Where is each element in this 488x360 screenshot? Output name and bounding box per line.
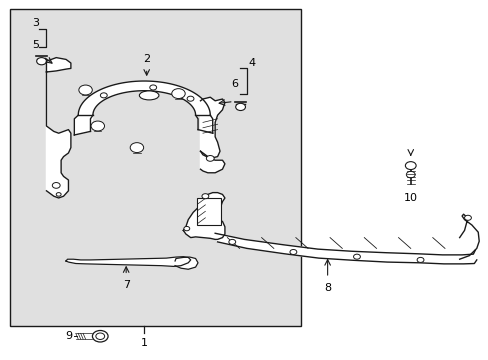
- Text: 7: 7: [122, 280, 129, 290]
- Polygon shape: [46, 58, 71, 72]
- Text: 2: 2: [143, 54, 150, 64]
- Text: 3: 3: [32, 18, 39, 28]
- Text: 1: 1: [141, 338, 147, 348]
- Circle shape: [130, 143, 143, 153]
- Polygon shape: [183, 193, 224, 239]
- Circle shape: [56, 193, 61, 196]
- Circle shape: [289, 249, 296, 255]
- Circle shape: [183, 226, 189, 231]
- Circle shape: [228, 239, 235, 244]
- Circle shape: [206, 156, 214, 161]
- Polygon shape: [215, 233, 476, 264]
- Text: 6: 6: [231, 78, 238, 89]
- Polygon shape: [200, 97, 224, 158]
- Circle shape: [91, 121, 104, 131]
- Bar: [197, 198, 220, 225]
- Circle shape: [100, 93, 107, 98]
- Circle shape: [353, 254, 360, 259]
- Ellipse shape: [139, 91, 159, 100]
- Polygon shape: [74, 115, 93, 135]
- Circle shape: [149, 85, 156, 90]
- Polygon shape: [175, 257, 198, 269]
- Polygon shape: [459, 214, 478, 259]
- Text: 8: 8: [324, 283, 330, 293]
- Circle shape: [92, 330, 108, 342]
- Circle shape: [464, 215, 470, 220]
- Text: 9: 9: [65, 331, 72, 341]
- Circle shape: [171, 89, 185, 99]
- Circle shape: [37, 58, 46, 65]
- Circle shape: [187, 96, 194, 101]
- Text: 5: 5: [32, 40, 39, 50]
- Circle shape: [52, 183, 60, 188]
- Circle shape: [79, 85, 92, 95]
- Polygon shape: [78, 81, 210, 115]
- Circle shape: [235, 103, 245, 111]
- Polygon shape: [46, 72, 71, 198]
- Text: 10: 10: [403, 193, 417, 203]
- Circle shape: [96, 333, 104, 339]
- Bar: [10, 9, 300, 326]
- Text: 4: 4: [248, 58, 255, 68]
- Polygon shape: [200, 151, 224, 173]
- Polygon shape: [66, 257, 190, 266]
- Circle shape: [406, 171, 414, 178]
- Circle shape: [405, 162, 415, 170]
- Circle shape: [416, 257, 423, 262]
- Circle shape: [202, 194, 208, 199]
